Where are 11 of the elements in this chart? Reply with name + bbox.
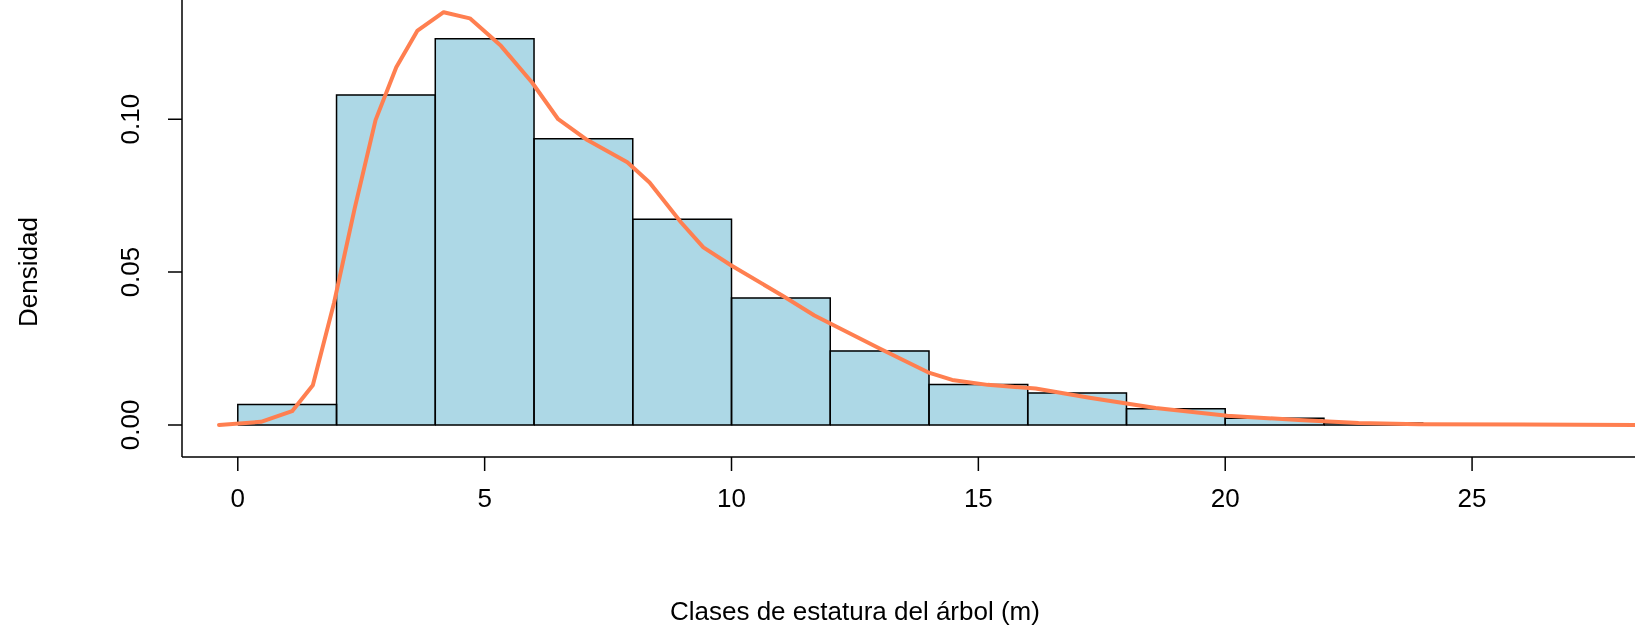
x-tick-label: 15 [963, 483, 993, 514]
y-tick-label: 0.00 [115, 399, 146, 451]
y-axis-title: Densidad [13, 217, 44, 327]
x-tick-label: 25 [1457, 483, 1487, 514]
y-tick-label: 0.05 [115, 246, 146, 298]
y-tick-label: 0.10 [115, 93, 146, 145]
x-tick-label: 0 [230, 483, 246, 514]
x-tick-label: 5 [477, 483, 492, 514]
x-tick-label: 10 [717, 483, 746, 514]
x-tick-label: 20 [1210, 483, 1240, 514]
x-axis-title: Clases de estatura del árbol (m) [669, 596, 1040, 627]
